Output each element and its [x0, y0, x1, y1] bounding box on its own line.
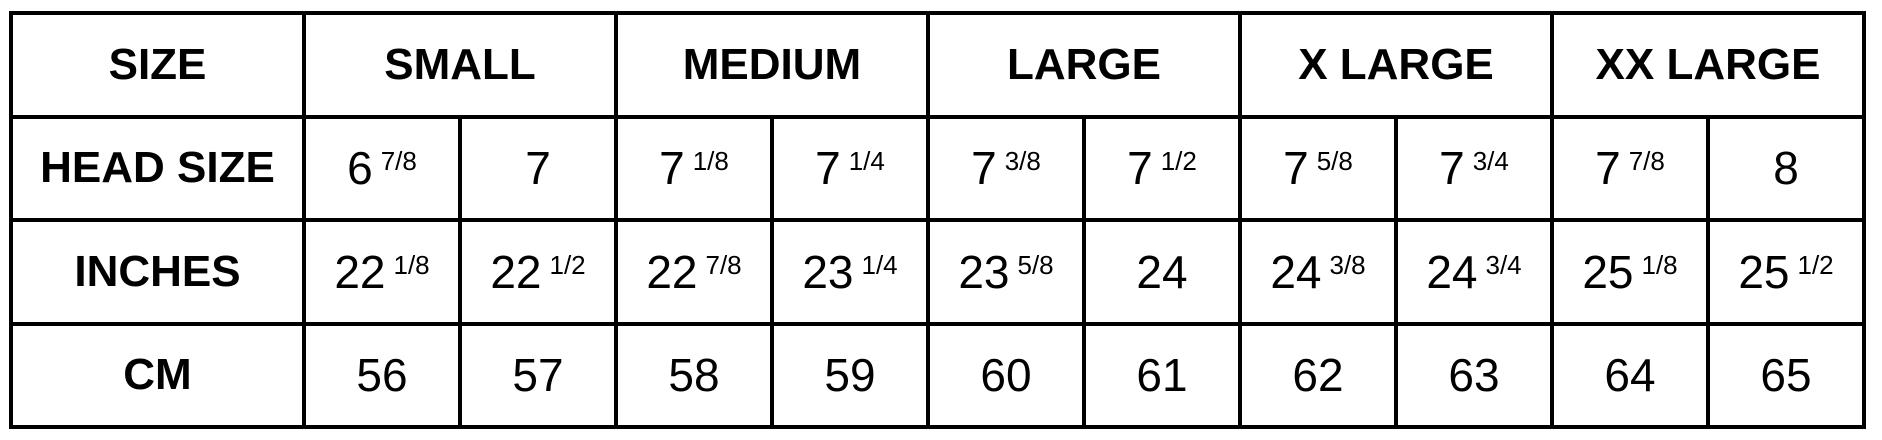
whole-value: 24: [1426, 245, 1478, 298]
fraction-value: 1/4: [861, 249, 898, 280]
fraction-value: 5/8: [1316, 146, 1353, 177]
whole-value: 22: [334, 245, 386, 298]
whole-value: 7: [1283, 142, 1309, 195]
fraction-value: 7/8: [380, 146, 417, 177]
cm-cell: 59: [770, 321, 930, 429]
size-header-cell: SMALL: [302, 11, 618, 119]
head-size-row-label: HEAD SIZE: [9, 114, 306, 222]
fraction-value: 1/2: [1797, 249, 1834, 280]
cm-row: CM 56 57 58 59 60 61 62 63 64 65: [9, 321, 1866, 429]
fraction-value: 7/8: [1628, 146, 1665, 177]
inches-cell: 25 1/2: [1706, 218, 1866, 326]
cm-cell: 61: [1082, 321, 1242, 429]
head-size-cell: 7 7/8: [1550, 114, 1710, 222]
cm-cell: 63: [1394, 321, 1554, 429]
inches-cell: 22 1/2: [458, 218, 618, 326]
head-size-cell: 7 1/2: [1082, 114, 1242, 222]
size-row: SIZE SMALL MEDIUM LARGE X LARGE XX LARGE: [9, 11, 1866, 119]
whole-value: 7: [659, 142, 685, 195]
inches-cell: 24 3/4: [1394, 218, 1554, 326]
fraction-value: 1/8: [393, 249, 430, 280]
size-chart-table: SIZE SMALL MEDIUM LARGE X LARGE XX LARGE HEA…: [9, 11, 1866, 429]
inches-cell: 22 1/8: [302, 218, 462, 326]
head-size-cell: 7 3/8: [926, 114, 1086, 222]
inches-row-label: INCHES: [9, 218, 306, 326]
inches-cell: 23 5/8: [926, 218, 1086, 326]
head-size-cell: 7 3/4: [1394, 114, 1554, 222]
whole-value: 22: [646, 245, 698, 298]
whole-value: 6: [347, 142, 373, 195]
size-header-cell: XX LARGE: [1550, 11, 1866, 119]
fraction-value: 1/4: [848, 146, 885, 177]
fraction-value: 3/4: [1472, 146, 1509, 177]
head-size-cell: 8: [1706, 114, 1866, 222]
head-size-cell: 7 1/4: [770, 114, 930, 222]
whole-value: 24: [1136, 245, 1188, 298]
size-header-cell: LARGE: [926, 11, 1242, 119]
fraction-value: 1/8: [1641, 249, 1678, 280]
cm-cell: 65: [1706, 321, 1866, 429]
whole-value: 7: [971, 142, 997, 195]
fraction-value: 5/8: [1017, 249, 1054, 280]
cm-cell: 58: [614, 321, 774, 429]
inches-cell: 24: [1082, 218, 1242, 326]
inches-cell: 23 1/4: [770, 218, 930, 326]
size-header-cell: X LARGE: [1238, 11, 1554, 119]
fraction-value: 1/8: [692, 146, 729, 177]
cm-row-label: CM: [9, 321, 306, 429]
fraction-value: 3/8: [1329, 249, 1366, 280]
whole-value: 7: [525, 142, 551, 195]
inches-cell: 25 1/8: [1550, 218, 1710, 326]
size-header-cell: MEDIUM: [614, 11, 930, 119]
whole-value: 23: [802, 245, 854, 298]
fraction-value: 7/8: [705, 249, 742, 280]
cm-cell: 57: [458, 321, 618, 429]
fraction-value: 1/2: [1160, 146, 1197, 177]
inches-cell: 24 3/8: [1238, 218, 1398, 326]
whole-value: 8: [1773, 142, 1799, 195]
head-size-cell: 6 7/8: [302, 114, 462, 222]
whole-value: 25: [1738, 245, 1790, 298]
inches-cell: 22 7/8: [614, 218, 774, 326]
whole-value: 7: [1127, 142, 1153, 195]
whole-value: 7: [1595, 142, 1621, 195]
inches-row: INCHES 22 1/8 22 1/2 22 7/8 23 1/4 23 5/8 24 24 3/8 2…: [9, 218, 1866, 326]
cm-cell: 64: [1550, 321, 1710, 429]
cm-cell: 56: [302, 321, 462, 429]
whole-value: 22: [490, 245, 542, 298]
head-size-cell: 7 1/8: [614, 114, 774, 222]
whole-value: 7: [1439, 142, 1465, 195]
whole-value: 7: [815, 142, 841, 195]
fraction-value: 3/8: [1004, 146, 1041, 177]
head-size-row: HEAD SIZE 6 7/8 7 7 1/8 7 1/4 7 3/8 7 1/2 7 5/8 7 3/4 7…: [9, 114, 1866, 222]
cm-cell: 60: [926, 321, 1086, 429]
size-row-label: SIZE: [9, 11, 306, 119]
fraction-value: 1/2: [549, 249, 586, 280]
whole-value: 25: [1582, 245, 1634, 298]
whole-value: 23: [958, 245, 1010, 298]
fraction-value: 3/4: [1485, 249, 1522, 280]
head-size-cell: 7 5/8: [1238, 114, 1398, 222]
cm-cell: 62: [1238, 321, 1398, 429]
head-size-cell: 7: [458, 114, 618, 222]
whole-value: 24: [1270, 245, 1322, 298]
